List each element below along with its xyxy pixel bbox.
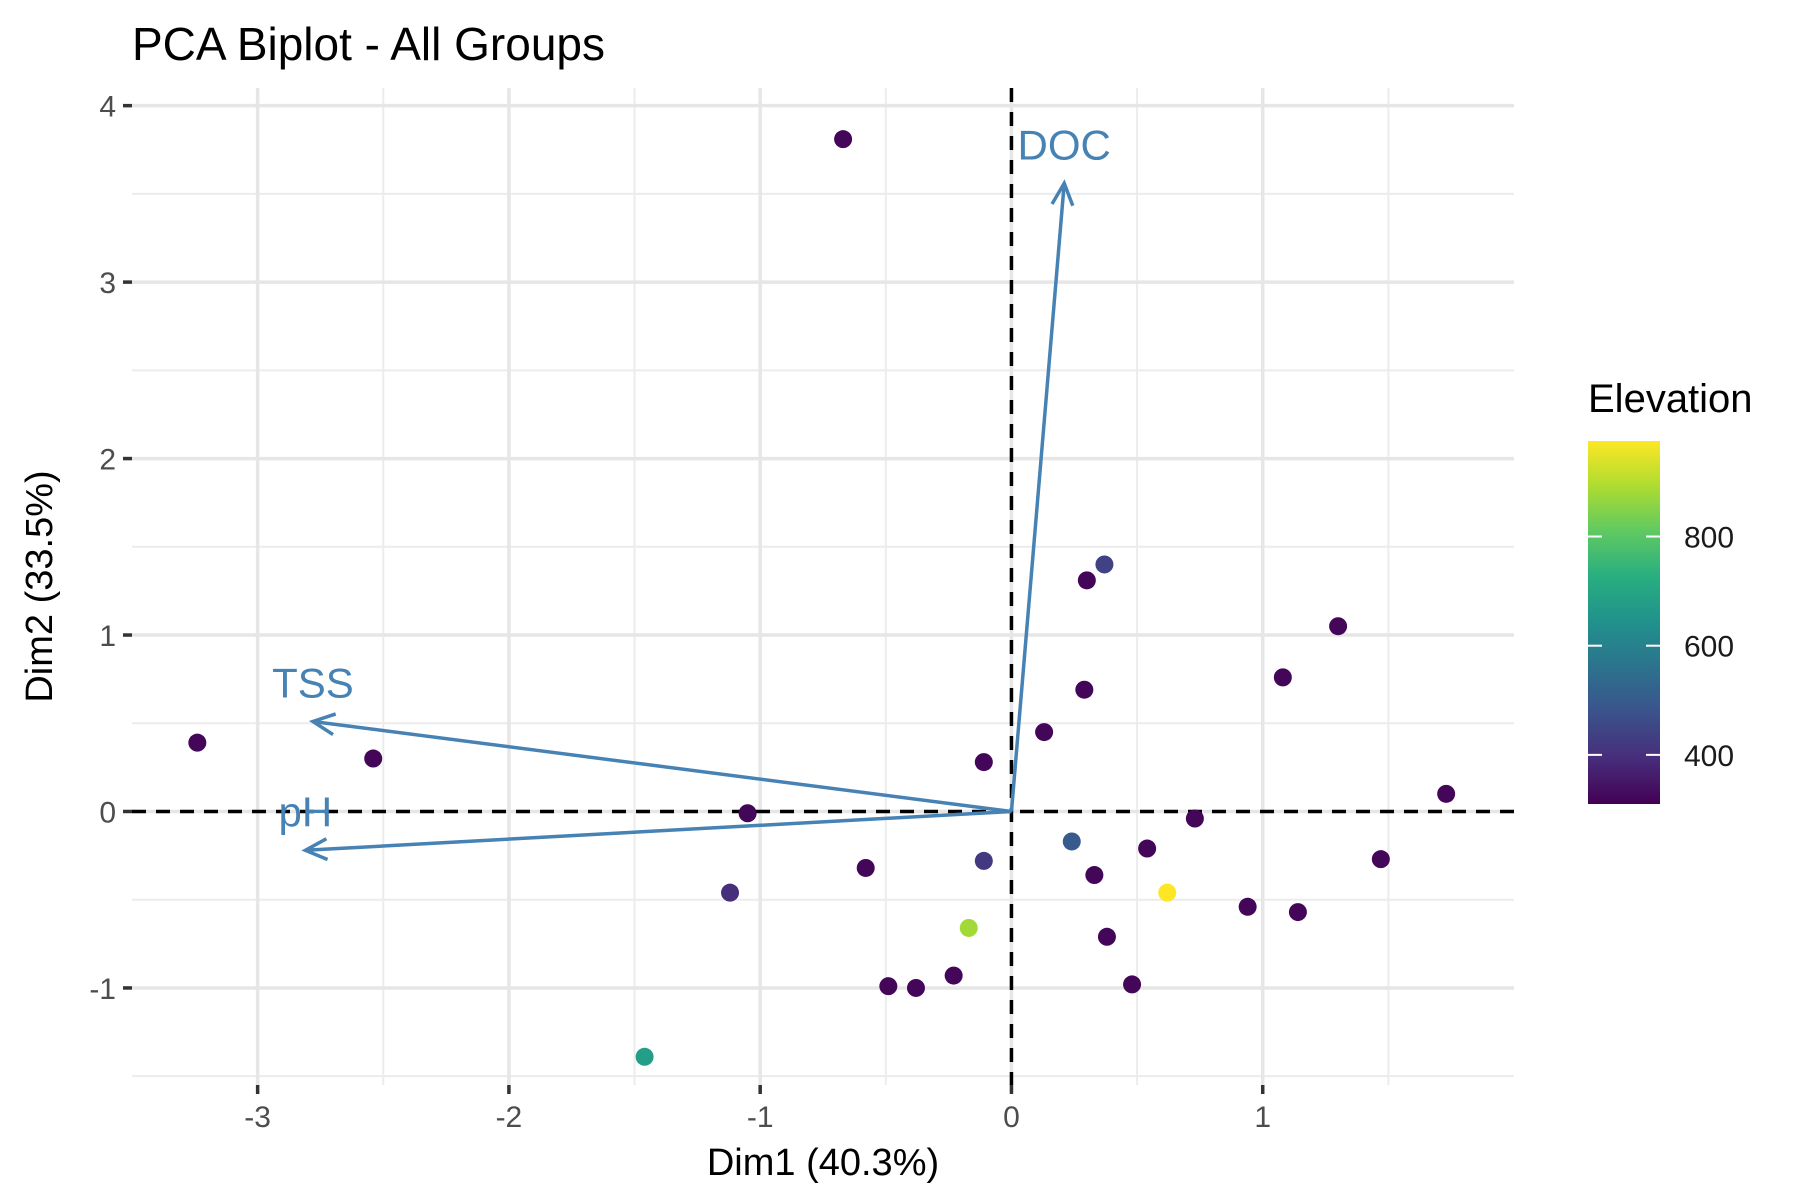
data-point <box>1085 866 1104 885</box>
x-tick-label: -2 <box>496 1101 523 1134</box>
x-tick-label: 0 <box>1003 1101 1020 1134</box>
data-point <box>1097 927 1116 946</box>
data-point <box>879 977 898 996</box>
data-point <box>1273 668 1292 687</box>
arrow-label-tss: TSS <box>272 659 354 706</box>
data-point <box>959 918 978 937</box>
colorbar <box>1588 441 1660 804</box>
data-point <box>974 753 993 772</box>
arrow-label-ph: pH <box>279 788 333 835</box>
grid-lines <box>132 88 1514 1085</box>
data-point <box>1077 571 1096 590</box>
arrow-tss <box>312 719 1012 814</box>
data-point <box>738 804 757 823</box>
data-point <box>944 966 963 985</box>
data-point <box>834 130 853 149</box>
data-point <box>1158 883 1177 902</box>
data-point <box>906 978 925 997</box>
legend-title: Elevation <box>1588 377 1753 421</box>
y-tick-label: 2 <box>99 444 116 477</box>
x-tick-label: 1 <box>1254 1101 1271 1134</box>
data-point <box>1238 897 1257 916</box>
data-point <box>188 733 207 752</box>
y-tick-label: -1 <box>89 973 116 1006</box>
data-point <box>364 749 383 768</box>
data-point <box>1123 975 1142 994</box>
colorbar-tick-label: 800 <box>1684 522 1734 555</box>
arrow-label-doc: DOC <box>1018 121 1111 168</box>
color-legend: Elevation 400 600 800 <box>1588 377 1753 804</box>
data-point <box>1138 839 1157 858</box>
data-point <box>1185 809 1204 828</box>
data-point <box>1371 850 1390 869</box>
data-point <box>1288 903 1307 922</box>
colorbar-tick-label: 600 <box>1684 631 1734 664</box>
reference-lines <box>132 88 1514 1085</box>
variable-arrows: DOC TSS pH <box>272 121 1111 862</box>
axis-ticks: -3 -2 -1 0 1 -1 0 1 2 3 4 <box>89 91 1271 1134</box>
data-point <box>1437 784 1456 803</box>
arrow-doc <box>1009 183 1066 812</box>
colorbar-ticks: 400 600 800 <box>1588 522 1734 773</box>
chart-title: PCA Biplot - All Groups <box>132 18 605 70</box>
data-point <box>1095 555 1114 574</box>
y-tick-label: 3 <box>99 267 116 300</box>
data-point <box>974 851 993 870</box>
data-point <box>856 858 875 877</box>
x-axis-title: Dim1 (40.3%) <box>707 1142 939 1184</box>
arrowhead-ph <box>301 837 329 862</box>
data-point <box>635 1047 654 1066</box>
x-tick-label: -3 <box>244 1101 271 1134</box>
y-axis-title: Dim2 (33.5%) <box>19 470 61 702</box>
y-tick-label: 0 <box>99 796 116 829</box>
data-point <box>1075 680 1094 699</box>
arrowhead-tss <box>308 712 337 737</box>
data-point <box>721 883 740 902</box>
y-tick-label: 4 <box>99 91 116 124</box>
data-point <box>1062 832 1081 851</box>
colorbar-tick-label: 400 <box>1684 740 1734 773</box>
data-point <box>1035 723 1054 742</box>
arrow-ph <box>305 809 1012 853</box>
arrowhead-doc <box>1050 179 1075 207</box>
scatter-points <box>188 130 1456 1066</box>
x-tick-label: -1 <box>747 1101 774 1134</box>
y-tick-label: 1 <box>99 620 116 653</box>
data-point <box>1329 617 1348 636</box>
